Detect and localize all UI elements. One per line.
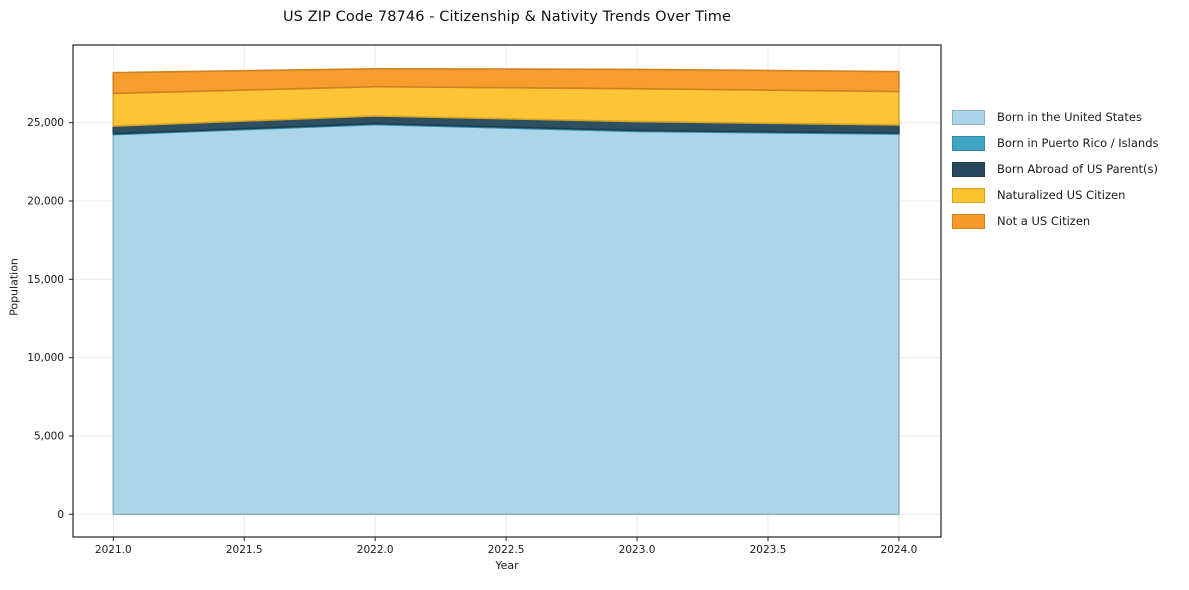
legend-item-3: Naturalized US Citizen (952, 182, 1159, 208)
legend: Born in the United States Born in Puerto … (952, 104, 1159, 234)
legend-label: Born Abroad of US Parent(s) (997, 162, 1158, 176)
x-tick-label: 2022.0 (357, 544, 394, 556)
legend-swatch (952, 187, 985, 203)
area-series-4 (112, 68, 900, 95)
y-tick-label: 10,000 (27, 352, 64, 364)
x-tick-label: 2021.0 (95, 544, 132, 556)
y-tick-label: 15,000 (27, 274, 64, 286)
legend-item-1: Born in Puerto Rico / Islands (952, 130, 1159, 156)
legend-label: Born in Puerto Rico / Islands (997, 136, 1159, 150)
legend-swatch (952, 213, 985, 229)
x-tick-label: 2021.5 (226, 544, 263, 556)
legend-label: Not a US Citizen (997, 214, 1091, 228)
legend-swatch (952, 135, 985, 151)
y-tick-label: 5,000 (34, 430, 64, 442)
y-tick-label: 0 (57, 509, 64, 521)
x-tick-label: 2024.0 (881, 544, 918, 556)
legend-label: Born in the United States (997, 110, 1142, 124)
plot-border (72, 44, 942, 538)
legend-item-2: Born Abroad of US Parent(s) (952, 156, 1159, 182)
chart-title: US ZIP Code 78746 - Citizenship & Nativi… (282, 9, 732, 25)
y-axis-label: Population (7, 258, 21, 316)
y-tick-label: 25,000 (27, 117, 64, 129)
area-series-0 (112, 123, 900, 516)
legend-swatch (952, 109, 985, 125)
legend-label: Naturalized US Citizen (997, 188, 1126, 202)
y-tick-label: 20,000 (27, 196, 64, 208)
x-tick-label: 2022.5 (488, 544, 525, 556)
x-axis-label: Year (495, 559, 519, 572)
x-tick-label: 2023.5 (750, 544, 787, 556)
legend-item-0: Born in the United States (952, 104, 1159, 130)
x-tick-label: 2023.0 (619, 544, 656, 556)
legend-item-4: Not a US Citizen (952, 208, 1159, 234)
legend-swatch (952, 161, 985, 177)
